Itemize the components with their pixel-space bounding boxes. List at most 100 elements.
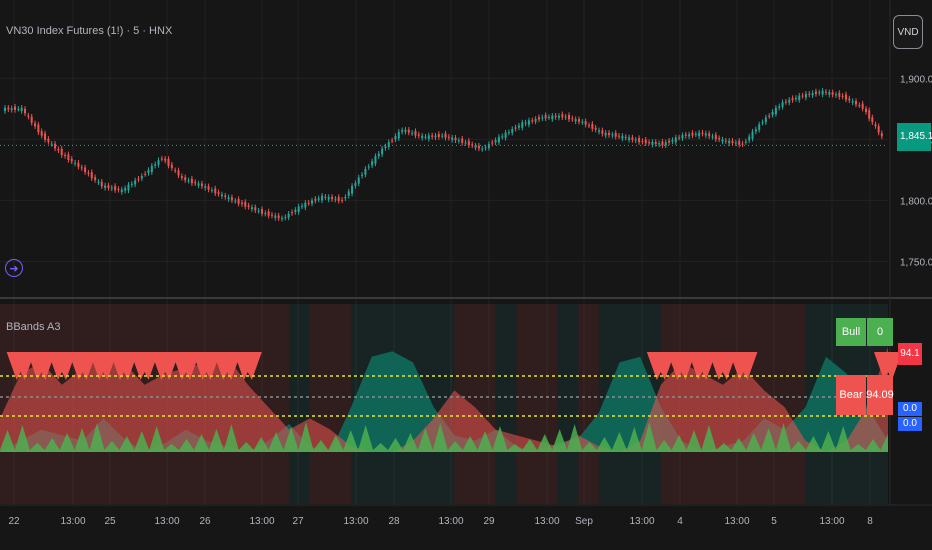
candle-body <box>404 129 407 132</box>
candle-body <box>140 176 143 179</box>
candle-body <box>50 143 53 145</box>
candle-body <box>70 158 73 162</box>
currency-button[interactable]: VND <box>893 15 923 49</box>
candle-body <box>561 114 564 118</box>
candle-body <box>130 183 133 185</box>
bear-value-cell: 94.09 <box>866 375 894 415</box>
indicator-bg-band <box>557 304 579 504</box>
candle-body <box>761 122 764 124</box>
candle-body <box>301 205 304 207</box>
candle-body <box>204 186 207 188</box>
candle-body <box>791 98 794 101</box>
time-axis-label: 13:00 <box>819 516 844 527</box>
indicator-red-tag: 94.1 <box>898 343 922 365</box>
candle-body <box>581 121 584 123</box>
candle-body <box>134 180 137 185</box>
candle-body <box>691 132 694 136</box>
green-histogram <box>0 422 888 452</box>
price-axis-label: 1,800.0 <box>900 196 932 207</box>
bear-signal-wedge <box>47 352 76 380</box>
candle-body <box>74 162 77 164</box>
candle-body <box>711 136 714 138</box>
candle-body <box>14 106 17 110</box>
bear-signal-wedge <box>130 352 159 380</box>
candle-body <box>407 129 410 133</box>
candle-body <box>634 139 637 141</box>
candle-body <box>341 199 344 201</box>
candle-body <box>818 92 821 94</box>
time-axis-label: 13:00 <box>534 516 559 527</box>
candle-body <box>664 142 667 146</box>
candle-body <box>424 136 427 138</box>
candle-body <box>851 101 854 103</box>
bear-signal-wedge <box>27 352 56 380</box>
candle-body <box>17 108 20 110</box>
time-axis-label: Sep <box>575 516 593 527</box>
candle-body <box>240 202 243 205</box>
candle-body <box>54 143 57 149</box>
bear-signal-wedge <box>68 352 97 380</box>
candle-body <box>361 174 364 176</box>
time-axis-label: 28 <box>388 516 400 527</box>
candle-body <box>94 177 97 181</box>
candle-body <box>551 115 554 120</box>
candle-body <box>421 135 424 138</box>
candle-body <box>284 217 287 219</box>
indicator-bg-band <box>433 304 455 504</box>
candle-body <box>377 153 380 157</box>
candle-body <box>164 158 167 161</box>
candle-body <box>531 120 534 122</box>
candle-body <box>654 141 657 144</box>
candle-body <box>858 105 861 107</box>
candle-body <box>487 144 490 148</box>
candle-body <box>44 133 47 140</box>
candle-body <box>734 142 737 144</box>
candle-body <box>507 132 510 134</box>
indicator-bg-band <box>268 304 290 504</box>
candle-body <box>24 108 27 114</box>
candle-body <box>648 142 651 144</box>
time-axis-label: 26 <box>199 516 211 527</box>
time-axis-label: 5 <box>771 516 777 527</box>
candle-body <box>748 136 751 141</box>
navigate-arrow-icon[interactable]: ➜ <box>5 259 23 277</box>
candle-body <box>374 156 377 164</box>
indicator-bg-band <box>516 304 537 504</box>
candle-body <box>250 207 253 210</box>
candle-body <box>100 181 103 187</box>
candle-body <box>457 140 460 142</box>
candle-body <box>417 134 420 136</box>
candle-body <box>641 140 644 142</box>
candle-body <box>684 134 687 136</box>
candle-body <box>754 129 757 132</box>
candle-body <box>521 122 524 128</box>
candle-body <box>751 131 754 139</box>
candle-body <box>80 167 83 169</box>
candle-body <box>267 211 270 216</box>
candle-body <box>227 197 230 200</box>
candle-body <box>334 198 337 200</box>
candle-body <box>254 207 257 211</box>
candle-body <box>738 140 741 145</box>
time-axis-label: 22 <box>8 516 20 527</box>
candle-body <box>384 146 387 149</box>
candle-body <box>854 101 857 105</box>
candle-body <box>160 158 163 160</box>
candle-body <box>220 194 223 197</box>
candle-body <box>114 186 117 191</box>
candle-body <box>351 185 354 194</box>
bear-signal-wedge <box>729 352 758 380</box>
candle-body <box>107 185 110 188</box>
time-axis-label: 13:00 <box>438 516 463 527</box>
candle-body <box>190 178 193 184</box>
candle-body <box>184 177 187 181</box>
indicator-blue-tag-bottom: 0.0 <box>898 417 922 431</box>
candle-body <box>331 196 334 200</box>
candle-body <box>464 142 467 144</box>
bear-signal-wedge <box>192 352 221 380</box>
candle-body <box>534 118 537 122</box>
candle-body <box>150 165 153 173</box>
candle-body <box>668 140 671 143</box>
candle-body <box>437 133 440 138</box>
